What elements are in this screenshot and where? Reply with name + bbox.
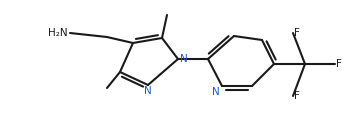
Text: H₂N: H₂N (48, 28, 68, 38)
Text: N: N (180, 54, 188, 64)
Text: F: F (294, 91, 300, 101)
Text: F: F (294, 28, 300, 38)
Text: N: N (144, 86, 152, 96)
Text: N: N (212, 87, 220, 97)
Text: F: F (336, 59, 342, 69)
